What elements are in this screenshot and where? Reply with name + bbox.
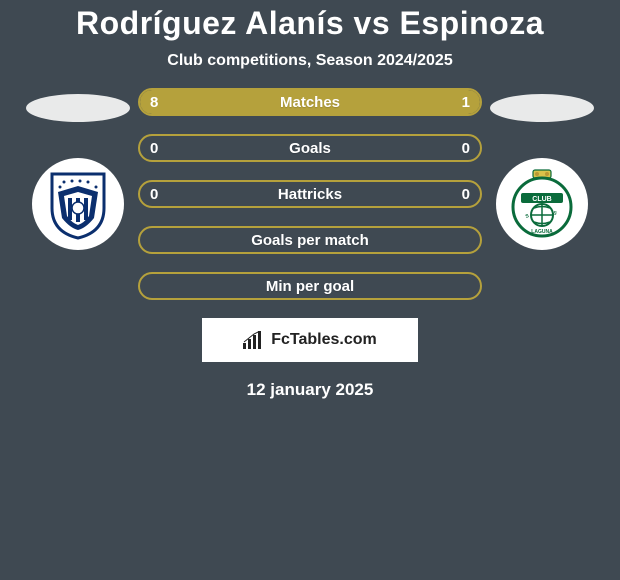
main-row: Matches81Goals00Hattricks00Goals per mat…	[0, 88, 620, 300]
bar-label: Min per goal	[140, 274, 480, 298]
stat-bar: Goals0 0	[138, 134, 482, 162]
bar-label: Matches	[140, 90, 480, 114]
right-club-badge: CLUB LAGUNA S S	[496, 158, 588, 250]
santos-laguna-badge-icon: CLUB LAGUNA S S	[505, 167, 579, 241]
right-player-ellipse	[490, 94, 594, 122]
bar-value-right: 0	[462, 136, 470, 160]
left-player-ellipse	[26, 94, 130, 122]
credit-text: FcTables.com	[271, 331, 377, 349]
bar-value-left: 0	[150, 182, 158, 206]
right-side: CLUB LAGUNA S S	[482, 88, 602, 250]
bar-value-left: 8	[150, 90, 158, 114]
bar-value-right: 0	[462, 182, 470, 206]
comparison-card: Rodríguez Alanís vs Espinoza Club compet…	[0, 0, 620, 400]
bar-label: Goals per match	[140, 228, 480, 252]
left-club-badge	[32, 158, 124, 250]
bar-label: Goals	[140, 136, 480, 160]
bar-value-left: 0	[150, 136, 158, 160]
bar-chart-icon	[243, 331, 265, 349]
stat-bar: Goals per match	[138, 226, 482, 254]
bar-label: Hattricks	[140, 182, 480, 206]
svg-text:LAGUNA: LAGUNA	[531, 229, 553, 235]
stat-bar: Matches8 1	[138, 88, 482, 116]
left-side	[18, 88, 138, 250]
date-text: 12 january 2025	[0, 380, 620, 400]
bar-value-right: 1	[462, 90, 470, 114]
stat-bar: Hattricks0 0	[138, 180, 482, 208]
svg-text:CLUB: CLUB	[532, 196, 551, 203]
credit-box: FcTables.com	[202, 318, 418, 362]
stat-bar: Min per goal	[138, 272, 482, 300]
page-title: Rodríguez Alanís vs Espinoza	[0, 5, 620, 42]
pachuca-badge-icon	[42, 168, 114, 240]
comparison-bars: Matches81Goals00Hattricks00Goals per mat…	[138, 88, 482, 300]
subtitle: Club competitions, Season 2024/2025	[0, 52, 620, 70]
